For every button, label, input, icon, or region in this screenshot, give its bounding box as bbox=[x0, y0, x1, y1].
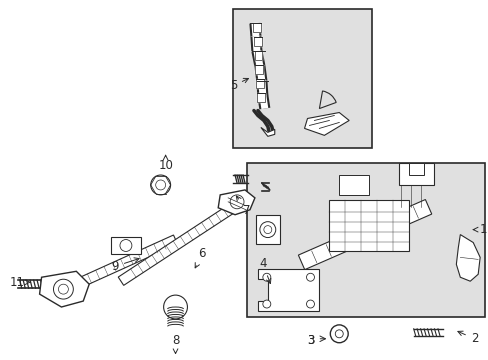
Bar bbox=[408, 163, 423, 175]
Circle shape bbox=[120, 239, 132, 251]
Circle shape bbox=[59, 284, 68, 294]
Polygon shape bbox=[455, 235, 479, 281]
Circle shape bbox=[259, 222, 275, 238]
Bar bbox=[233, 9, 371, 148]
Text: 10: 10 bbox=[158, 155, 173, 172]
Text: 8: 8 bbox=[171, 334, 179, 354]
Polygon shape bbox=[59, 235, 177, 296]
Text: 1: 1 bbox=[472, 223, 486, 236]
Polygon shape bbox=[257, 269, 319, 311]
Bar bbox=[254, 51, 262, 60]
Bar bbox=[253, 37, 261, 46]
Circle shape bbox=[335, 330, 343, 338]
Bar bbox=[252, 23, 260, 32]
Polygon shape bbox=[218, 190, 254, 215]
Circle shape bbox=[306, 300, 314, 308]
Circle shape bbox=[263, 273, 270, 281]
Polygon shape bbox=[256, 79, 264, 88]
Polygon shape bbox=[260, 127, 274, 136]
Bar bbox=[111, 237, 141, 255]
Polygon shape bbox=[118, 196, 247, 285]
Circle shape bbox=[264, 226, 271, 234]
Bar bbox=[256, 93, 264, 102]
Text: 3: 3 bbox=[306, 334, 314, 347]
Bar bbox=[255, 65, 263, 74]
Circle shape bbox=[306, 273, 314, 281]
Text: 11: 11 bbox=[10, 276, 30, 289]
Text: 9: 9 bbox=[111, 258, 139, 273]
Circle shape bbox=[230, 195, 244, 209]
Text: 3: 3 bbox=[306, 334, 314, 347]
Polygon shape bbox=[254, 51, 262, 60]
Polygon shape bbox=[304, 113, 348, 135]
Circle shape bbox=[155, 180, 165, 190]
Circle shape bbox=[330, 325, 347, 343]
Bar bbox=[246, 163, 484, 317]
Polygon shape bbox=[256, 93, 264, 102]
Circle shape bbox=[53, 279, 73, 299]
Polygon shape bbox=[252, 23, 260, 32]
Polygon shape bbox=[255, 65, 263, 74]
Text: 4: 4 bbox=[259, 257, 270, 284]
Polygon shape bbox=[253, 37, 261, 46]
Bar bbox=[328, 200, 408, 251]
Polygon shape bbox=[255, 215, 279, 244]
Text: 5: 5 bbox=[229, 78, 248, 92]
Circle shape bbox=[150, 175, 170, 195]
Polygon shape bbox=[298, 199, 431, 270]
Text: 7: 7 bbox=[236, 196, 250, 217]
Text: 2: 2 bbox=[457, 331, 477, 345]
Bar bbox=[256, 79, 264, 88]
Circle shape bbox=[163, 295, 187, 319]
Bar bbox=[398, 163, 433, 185]
Text: 6: 6 bbox=[195, 247, 205, 268]
Polygon shape bbox=[40, 271, 89, 307]
Circle shape bbox=[263, 300, 270, 308]
Polygon shape bbox=[339, 175, 368, 195]
